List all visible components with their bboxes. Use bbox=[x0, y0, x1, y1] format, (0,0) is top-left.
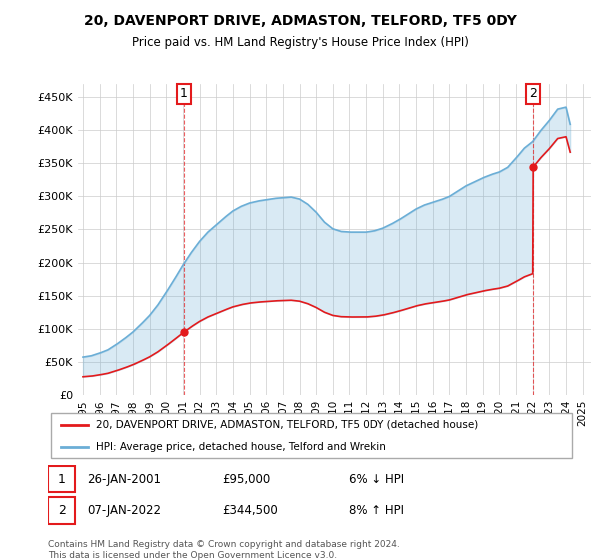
FancyBboxPatch shape bbox=[48, 466, 76, 492]
Text: 20, DAVENPORT DRIVE, ADMASTON, TELFORD, TF5 0DY: 20, DAVENPORT DRIVE, ADMASTON, TELFORD, … bbox=[83, 14, 517, 28]
Text: 1: 1 bbox=[180, 87, 188, 100]
Text: £344,500: £344,500 bbox=[222, 504, 278, 517]
Text: 07-JAN-2022: 07-JAN-2022 bbox=[88, 504, 161, 517]
Text: 2: 2 bbox=[529, 87, 537, 100]
Text: 6% ↓ HPI: 6% ↓ HPI bbox=[349, 473, 404, 486]
Text: 8% ↑ HPI: 8% ↑ HPI bbox=[349, 504, 404, 517]
FancyBboxPatch shape bbox=[50, 413, 572, 458]
Text: 20, DAVENPORT DRIVE, ADMASTON, TELFORD, TF5 0DY (detached house): 20, DAVENPORT DRIVE, ADMASTON, TELFORD, … bbox=[95, 420, 478, 430]
Text: Price paid vs. HM Land Registry's House Price Index (HPI): Price paid vs. HM Land Registry's House … bbox=[131, 36, 469, 49]
Text: Contains HM Land Registry data © Crown copyright and database right 2024.
This d: Contains HM Land Registry data © Crown c… bbox=[48, 540, 400, 560]
Text: 1: 1 bbox=[58, 473, 65, 486]
Text: 2: 2 bbox=[58, 504, 65, 517]
FancyBboxPatch shape bbox=[48, 497, 76, 524]
Text: 26-JAN-2001: 26-JAN-2001 bbox=[88, 473, 161, 486]
Text: £95,000: £95,000 bbox=[222, 473, 271, 486]
Text: HPI: Average price, detached house, Telford and Wrekin: HPI: Average price, detached house, Telf… bbox=[95, 441, 385, 451]
